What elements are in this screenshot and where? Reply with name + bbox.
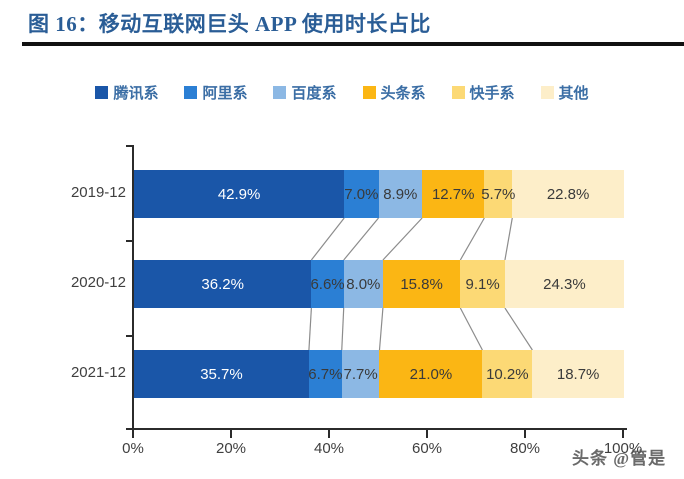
legend-swatch-icon <box>273 86 287 99</box>
bar-segment-value-label: 10.2% <box>486 365 529 383</box>
bar-segment-阿里系-2021-12[interactable]: 6.7% <box>308 350 343 398</box>
bar-segment-value-label: 7.7% <box>343 365 378 383</box>
bar-segment-value-label: 5.7% <box>481 185 516 203</box>
connector-line-0-4 <box>504 217 513 261</box>
bar-segment-阿里系-2020-12[interactable]: 6.6% <box>310 260 345 308</box>
bar-segment-value-label: 21.0% <box>409 365 453 383</box>
x-axis-tick-label-2: 40% <box>313 440 345 457</box>
x-axis-tick-3 <box>426 430 428 438</box>
y-axis-category-labels: 2019-12 2020-12 2021-12 <box>8 118 126 448</box>
legend-item-1[interactable]: 阿里系 <box>184 82 247 103</box>
bar-segment-阿里系-2019-12[interactable]: 7.0% <box>344 170 379 218</box>
legend-item-label: 头条系 <box>380 86 426 102</box>
x-axis-tick-labels: 0% 20% 40% 60% 80% 100% <box>0 440 684 466</box>
bar-segment-快手系-2019-12[interactable]: 5.7% <box>481 170 516 218</box>
legend-item-label: 阿里系 <box>202 86 248 102</box>
y-axis-tick-3 <box>126 428 134 430</box>
y-axis-label-2019-12: 2019-12 <box>70 184 126 201</box>
bar-segment-其他-2019-12[interactable]: 22.8% <box>512 170 624 218</box>
legend-item-2[interactable]: 百度系 <box>273 82 337 103</box>
legend-swatch-icon <box>451 86 465 99</box>
legend-swatch-icon <box>95 86 109 99</box>
bar-segment-value-label: 24.3% <box>543 275 586 293</box>
bar-row-2020-12: 36.2% 6.6% 8.0% 15.8% 9.1% 24.3% <box>134 260 624 308</box>
legend-swatch-icon <box>362 86 376 99</box>
y-axis-line <box>132 145 134 430</box>
legend-item-label: 其他 <box>558 86 589 102</box>
bar-segment-value-label: 8.9% <box>383 185 418 203</box>
bar-segment-其他-2020-12[interactable]: 24.3% <box>504 260 624 308</box>
x-axis-tick-1 <box>230 430 232 438</box>
title-bar: 图 16：移动互联网巨头 APP 使用时长占比 <box>0 0 684 48</box>
x-axis-tick-label-3: 60% <box>411 440 443 457</box>
bar-segment-其他-2021-12[interactable]: 18.7% <box>532 350 624 398</box>
bar-segment-头条系-2019-12[interactable]: 12.7% <box>422 170 485 218</box>
connector-line-1-3 <box>459 307 483 351</box>
bar-segment-value-label: 22.8% <box>546 185 590 203</box>
legend-item-label: 快手系 <box>469 86 515 102</box>
legend-item-4[interactable]: 快手系 <box>451 82 515 103</box>
bar-segment-value-label: 42.9% <box>217 185 261 203</box>
legend-swatch-icon <box>184 86 198 99</box>
legend-item-5[interactable]: 其他 <box>540 82 589 103</box>
connector-line-0-2 <box>382 217 423 261</box>
y-axis-label-2020-12: 2020-12 <box>70 274 126 291</box>
bar-segment-value-label: 9.1% <box>465 275 500 293</box>
x-axis-tick-4 <box>524 430 526 438</box>
x-axis-tick-2 <box>328 430 330 438</box>
bar-segment-腾讯系-2019-12[interactable]: 42.9% <box>134 170 345 218</box>
connector-line-0-3 <box>459 217 485 261</box>
bar-segment-百度系-2021-12[interactable]: 7.7% <box>341 350 380 398</box>
bar-segment-百度系-2019-12[interactable]: 8.9% <box>378 170 423 218</box>
bar-segment-value-label: 36.2% <box>201 275 244 293</box>
bar-segment-value-label: 18.7% <box>556 365 600 383</box>
bar-row-2019-12: 42.9% 7.0% 8.9% 12.7% 5.7% 22.8% <box>134 170 624 218</box>
connector-line-1-0 <box>308 307 312 351</box>
legend-item-3[interactable]: 头条系 <box>362 82 426 103</box>
bar-segment-头条系-2020-12[interactable]: 15.8% <box>382 260 461 308</box>
bar-segment-腾讯系-2021-12[interactable]: 35.7% <box>134 350 309 398</box>
y-axis-tick-0 <box>126 145 134 147</box>
x-axis-tick-label-1: 20% <box>215 440 247 457</box>
bar-segment-百度系-2020-12[interactable]: 8.0% <box>343 260 383 308</box>
bar-segment-value-label: 35.7% <box>200 365 243 383</box>
bar-segment-value-label: 6.6% <box>310 275 345 293</box>
title-divider <box>22 42 684 46</box>
bar-segment-快手系-2021-12[interactable]: 10.2% <box>482 350 533 398</box>
connector-line-1-4 <box>504 307 533 351</box>
bar-segment-value-label: 6.7% <box>308 365 343 383</box>
chart-legend: 腾讯系 阿里系 百度系 头条系 快手系 其他 <box>0 82 684 103</box>
x-axis-tick-label-4: 80% <box>509 440 541 457</box>
bar-segment-value-label: 8.0% <box>346 275 381 293</box>
page-title: 图 16：移动互联网巨头 APP 使用时长占比 <box>28 12 431 36</box>
bar-segment-value-label: 15.8% <box>400 275 443 293</box>
bar-segment-value-label: 7.0% <box>344 185 379 203</box>
y-axis-tick-1 <box>126 240 134 242</box>
bar-segment-腾讯系-2020-12[interactable]: 36.2% <box>134 260 312 308</box>
legend-item-label: 百度系 <box>291 86 337 102</box>
legend-item-0[interactable]: 腾讯系 <box>95 82 158 103</box>
connector-line-0-0 <box>310 217 345 261</box>
connector-line-1-2 <box>378 307 384 351</box>
x-axis-tick-0 <box>132 430 134 438</box>
connector-line-0-1 <box>343 217 379 261</box>
bar-segment-快手系-2020-12[interactable]: 9.1% <box>460 260 505 308</box>
x-axis-tick-label-5: 100% <box>603 440 643 457</box>
watermark: 头条 @管是 <box>572 449 667 468</box>
y-axis-label-2021-12: 2021-12 <box>70 364 126 381</box>
legend-item-label: 腾讯系 <box>113 86 159 102</box>
y-axis-tick-2 <box>126 335 134 337</box>
bar-row-2021-12: 35.7% 6.7% 7.7% 21.0% 10.2% 18.7% <box>134 350 624 398</box>
x-axis-line <box>132 428 627 430</box>
bar-segment-value-label: 12.7% <box>431 185 475 203</box>
x-axis-tick-label-0: 0% <box>122 440 144 457</box>
legend-swatch-icon <box>540 86 554 99</box>
bar-segment-头条系-2021-12[interactable]: 21.0% <box>379 350 483 398</box>
chart-plot-area: 2019-12 2020-12 2021-12 42.9% 7.0% 8.9% 12.7%… <box>0 118 684 457</box>
x-axis-tick-5 <box>622 430 624 438</box>
connector-line-1-1 <box>341 307 345 351</box>
